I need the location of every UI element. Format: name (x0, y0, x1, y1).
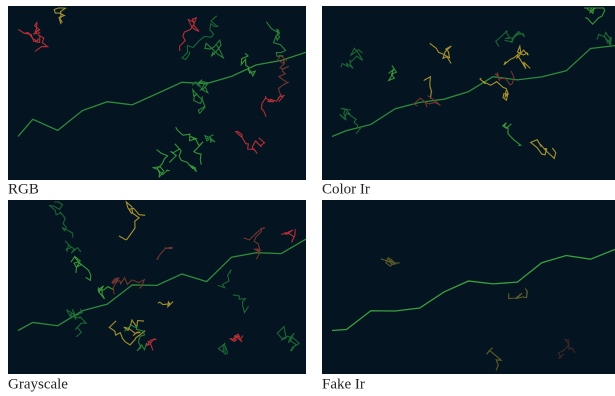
image-panel (8, 6, 306, 180)
panel-caption: Color Ir (322, 181, 370, 197)
figure: RGB Color Ir Grayscale Fake Ir (0, 0, 615, 396)
image-panel (322, 6, 615, 180)
panel-caption: Grayscale (8, 376, 68, 392)
image-panel (8, 200, 306, 374)
panel-caption: RGB (8, 181, 39, 197)
image-panel (322, 200, 615, 374)
panel-caption: Fake Ir (322, 376, 365, 392)
